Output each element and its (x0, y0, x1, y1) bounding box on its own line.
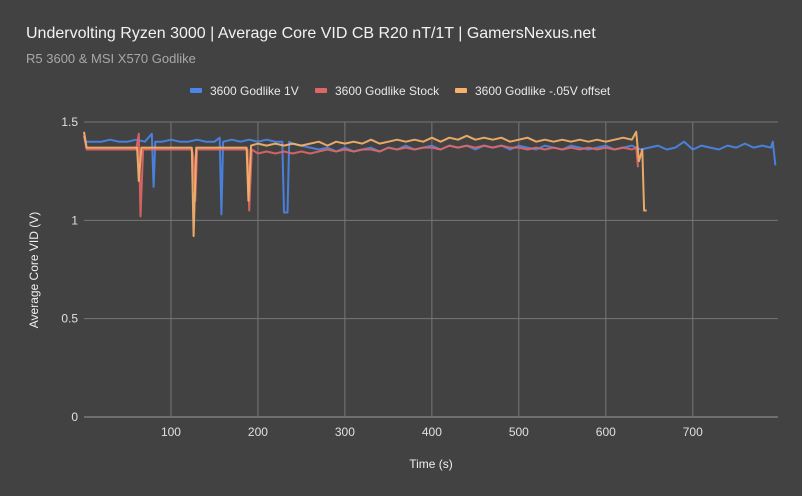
x-tick-label: 500 (509, 425, 529, 439)
legend-label: 3600 Godlike -.05V offset (475, 84, 611, 98)
legend-swatch (455, 88, 467, 93)
legend: 3600 Godlike 1V 3600 Godlike Stock 3600 Go… (190, 84, 611, 98)
x-tick-label: 300 (335, 425, 355, 439)
chart-subtitle: R5 3600 & MSI X570 Godlike (26, 51, 196, 66)
y-tick-label: 0 (71, 410, 78, 424)
legend-label: 3600 Godlike 1V (210, 84, 299, 98)
tick-labels: 0 0.5 1 1.5 100 200 300 400 500 600 700 (61, 115, 703, 439)
x-tick-label: 700 (683, 425, 703, 439)
y-tick-label: 1.5 (61, 115, 78, 129)
x-tick-label: 600 (596, 425, 616, 439)
legend-label: 3600 Godlike Stock (335, 84, 440, 98)
legend-swatch (315, 88, 327, 93)
y-axis-label: Average Core VID (V) (27, 212, 41, 329)
x-axis-label: Time (s) (409, 457, 453, 471)
legend-swatch (190, 88, 202, 93)
chart-title: Undervolting Ryzen 3000 | Average Core V… (26, 25, 596, 42)
y-tick-label: 1 (71, 213, 78, 227)
y-tick-label: 0.5 (61, 312, 78, 326)
series-lines (83, 130, 777, 238)
gridlines (84, 121, 778, 418)
series-line (83, 132, 777, 216)
x-tick-label: 400 (422, 425, 442, 439)
series-line (83, 130, 647, 238)
series-line (83, 132, 639, 218)
x-tick-label: 100 (161, 425, 181, 439)
x-tick-label: 200 (248, 425, 268, 439)
